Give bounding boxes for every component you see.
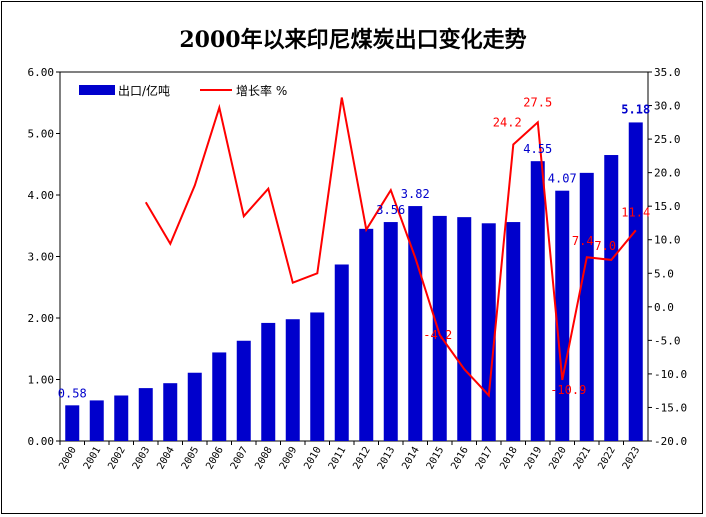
bar-2023 [628,122,643,442]
line-value-label: 24.2 [493,115,522,129]
line-value-label: -4.2 [423,328,452,342]
x-tick-label: 2011 [327,445,349,471]
bar-2004 [163,383,178,441]
bar-value-label: 5.18 [621,102,650,116]
bar-2020 [555,190,570,441]
x-tick-label: 2006 [204,445,226,471]
x-tick-label: 2023 [621,445,643,471]
x-tick-label: 2010 [302,445,324,471]
bar-2011 [334,264,349,441]
bar-value-label: 4.55 [523,142,552,156]
y-left-tick-label: 3.00 [28,251,55,264]
x-tick-label: 2015 [425,445,447,471]
x-axis: 2000 2001 2002 2003 2004 2005 2006 2007 2008 2009… [57,441,642,471]
x-tick-label: 2019 [523,445,545,471]
x-tick-label: 2001 [82,445,104,471]
y-right-tick-label: 30.0 [654,100,681,113]
y-right-tick-label: 25.0 [654,133,681,146]
bar-2013 [383,222,398,441]
bar-2006 [212,352,227,441]
x-tick-label: 2018 [498,445,520,471]
bar-2014 [408,206,423,441]
bar-value-label: 3.82 [401,187,430,201]
x-tick-label: 2007 [229,445,251,471]
bar-2017 [481,223,496,441]
x-tick-label: 2016 [449,445,471,471]
legend-bar-swatch [79,85,115,95]
growth-rate-line [144,97,637,398]
bar-2021 [579,172,594,442]
y-right-tick-label: 20.0 [654,167,681,180]
bar-2018 [506,222,521,441]
bar-2007 [236,340,251,441]
bar-2019 [530,161,545,442]
x-tick-label: 2020 [547,445,569,471]
x-tick-label: 2005 [180,445,202,471]
x-tick-label: 2000 [57,445,79,471]
x-tick-label: 2002 [106,445,128,471]
bar-2000 [65,405,80,441]
bar-value-label: 0.58 [58,386,87,400]
legend-line-label: 增长率 % [236,83,287,98]
y-right-tick-label: 0.0 [654,301,674,314]
bar-2002 [114,395,129,441]
line-value-label: 27.5 [523,95,552,109]
x-tick-label: 2008 [253,445,275,471]
data-labels: 0.58 3.56 3.82 4.55 4.07 5.18 -4.2 24.227.5 -10.… [58,95,650,400]
x-tick-label: 2012 [351,445,373,471]
y-right-tick-label: 15.0 [654,200,681,213]
y-right-tick-label: -5.0 [654,334,681,347]
bar-2005 [187,372,202,441]
line-value-label: 7.0 [594,239,616,253]
line-value-label: 11.4 [621,205,650,219]
x-tick-label: 2013 [376,445,398,471]
chart-title: 2000年以来印尼煤炭出口变化走势 [179,27,527,53]
y-right-tick-label: 10.0 [654,234,681,247]
x-tick-label: 2017 [474,445,496,471]
y-axis-left: 0.00 1.00 2.00 3.00 4.00 5.00 6.00 [28,66,60,448]
y-left-tick-label: 2.00 [28,312,55,325]
y-axis-right: -20.0 -15.0 -10.0 -5.0 0.0 5.0 10.0 15.0 20.0 25.… [648,66,687,448]
bar-2016 [457,217,472,441]
bar-2010 [310,312,325,441]
y-right-tick-label: 35.0 [654,66,681,79]
y-right-tick-label: -10.0 [654,368,687,381]
bar-2015 [432,215,447,441]
y-left-tick-label: 0.00 [28,435,55,448]
x-tick-label: 2003 [131,445,153,471]
bar-2009 [285,319,300,441]
legend: 出口/亿吨 增长率 % [79,83,287,98]
x-tick-label: 2004 [155,445,177,471]
y-left-tick-label: 6.00 [28,66,55,79]
x-tick-label: 2009 [278,445,300,471]
y-right-tick-label: -15.0 [654,401,687,414]
y-left-tick-label: 5.00 [28,128,55,141]
bar-2022 [604,155,619,441]
bar-2003 [138,388,153,441]
bar-2001 [89,400,104,441]
legend-bar-label: 出口/亿吨 [118,83,170,98]
x-tick-label: 2021 [572,445,594,471]
x-tick-label: 2022 [596,445,618,471]
bar-2012 [359,228,374,441]
y-left-tick-label: 1.00 [28,374,55,387]
bar-value-label: 4.07 [548,172,577,186]
x-tick-label: 2014 [400,445,422,471]
bar-value-label: 3.56 [376,203,405,217]
line-series [144,97,637,398]
bar-series [65,122,643,442]
bar-2008 [261,322,276,441]
y-right-tick-label: -20.0 [654,435,687,448]
y-right-tick-label: 5.0 [654,267,674,280]
line-value-label: -10.9 [550,383,586,397]
y-left-tick-label: 4.00 [28,189,55,202]
line-value-label: 7.4 [572,234,594,248]
